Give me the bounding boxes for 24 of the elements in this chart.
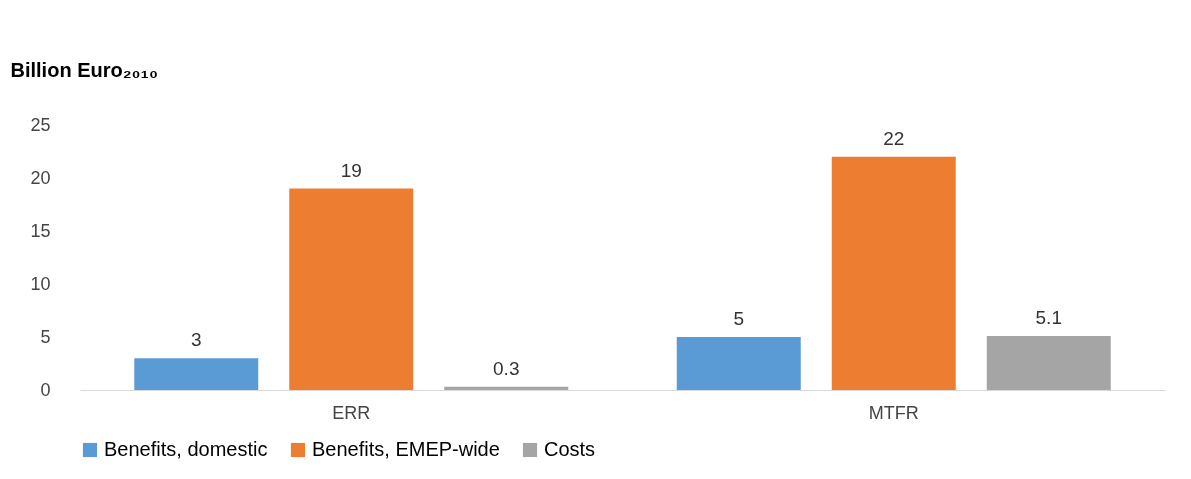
bar (289, 188, 414, 390)
legend-label: Costs (544, 438, 596, 460)
data-label: 19 (340, 159, 362, 181)
y-axis-title: Billion Euro₂₀₁₀ (10, 58, 158, 81)
data-label: 0.3 (493, 357, 520, 379)
bar (831, 156, 956, 390)
bar (134, 358, 259, 390)
data-label: 3 (190, 329, 202, 351)
y-tick-label: 5 (40, 326, 51, 347)
y-tick-label: 10 (30, 273, 51, 294)
data-label: 5 (733, 308, 745, 329)
legend-label: Benefits, domestic (104, 438, 268, 460)
bar (676, 337, 801, 390)
legend-label: Benefits, EMEP-wide (312, 438, 500, 460)
data-label: 22 (883, 127, 905, 149)
bar (444, 386, 569, 390)
y-tick-label: 20 (30, 167, 51, 188)
y-tick-label: 25 (30, 114, 51, 135)
x-tick-label: ERR (332, 402, 371, 423)
data-label: 5.1 (1035, 306, 1062, 328)
y-tick-label: 15 (30, 220, 51, 241)
bar (986, 335, 1111, 390)
y-tick-label: 0 (40, 379, 51, 400)
x-tick-label: MTFR (868, 402, 919, 423)
